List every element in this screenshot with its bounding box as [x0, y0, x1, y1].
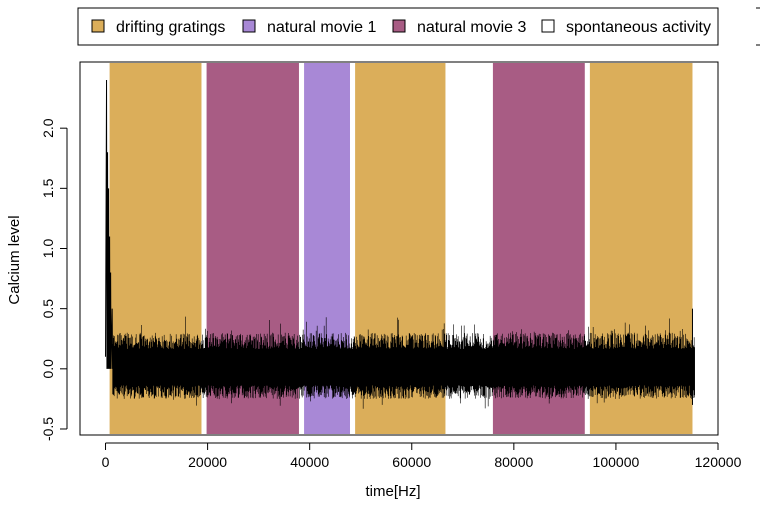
legend: drifting gratings natural movie 1 natural … [77, 7, 719, 46]
plot-frame [79, 61, 719, 436]
legend-label-drifting-gratings: drifting gratings [116, 19, 225, 36]
legend-swatch-spontaneous-activity [541, 19, 555, 33]
x-tick-label: 120000 [695, 454, 742, 470]
x-tick-label: 0 [102, 454, 110, 470]
legend-label-natural-movie-3: natural movie 3 [417, 19, 526, 36]
x-axis-title: time[Hz] [365, 483, 420, 500]
legend-swatch-natural-movie-1 [242, 19, 256, 33]
y-tick-label: 0.0 [40, 359, 56, 379]
y-tick-label: -0.5 [40, 417, 56, 441]
x-tick-label: 100000 [593, 454, 640, 470]
x-tick-label: 60000 [392, 454, 431, 470]
legend-swatch-natural-movie-3 [392, 19, 406, 33]
legend-swatch-drifting-gratings [91, 19, 105, 33]
x-tick-label: 40000 [290, 454, 329, 470]
x-axis: 0 20000 40000 60000 80000 100000 120000 [102, 442, 742, 470]
legend-label-spontaneous-activity: spontaneous activity [566, 19, 711, 36]
calcium-trace-initial-transient [105, 80, 114, 369]
calcium-trace-noise [112, 316, 695, 409]
y-tick-label: 1.0 [40, 239, 56, 259]
y-tick-label: 0.5 [40, 299, 56, 319]
y-tick-label: 2.0 [40, 118, 56, 138]
y-axis-title: Calcium level [6, 215, 23, 304]
legend-label-natural-movie-1: natural movie 1 [267, 19, 376, 36]
calcium-trace-series [105, 80, 695, 409]
y-tick-label: 1.5 [40, 178, 56, 198]
x-tick-label: 20000 [188, 454, 227, 470]
y-axis: -0.5 0.0 0.5 1.0 1.5 2.0 [40, 118, 68, 441]
x-tick-label: 80000 [494, 454, 533, 470]
